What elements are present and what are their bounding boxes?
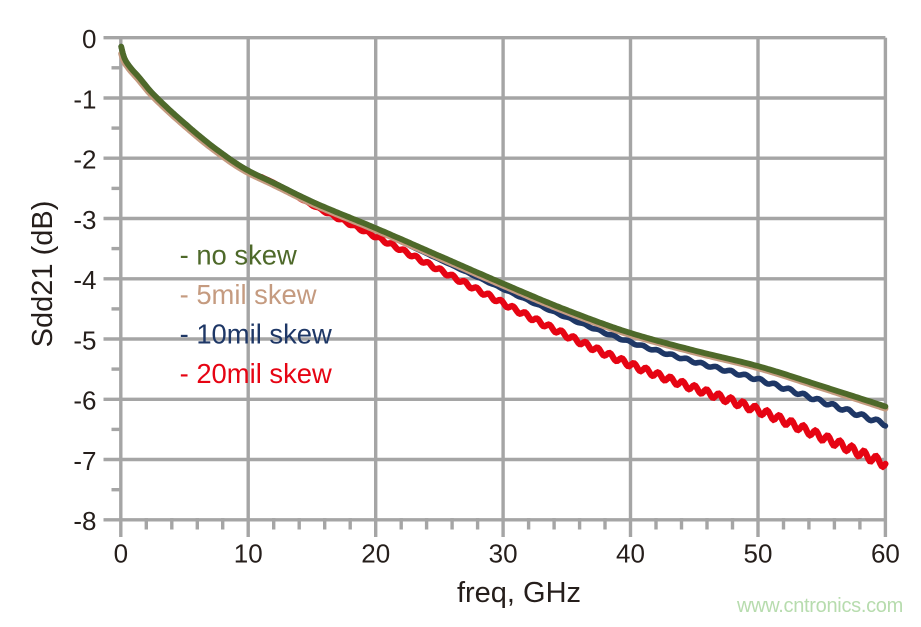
svg-text:20: 20: [361, 539, 390, 569]
svg-text:10: 10: [234, 539, 263, 569]
svg-text:-6: -6: [73, 386, 96, 416]
svg-text:30: 30: [489, 539, 518, 569]
svg-text:0: 0: [114, 539, 128, 569]
svg-text:- 10mil skew: - 10mil skew: [180, 318, 332, 349]
svg-text:-7: -7: [73, 446, 96, 476]
svg-text:40: 40: [616, 539, 645, 569]
svg-text:- no skew: - no skew: [180, 239, 297, 270]
svg-text:-4: -4: [73, 265, 96, 295]
svg-text:-5: -5: [73, 325, 96, 355]
svg-text:- 20mil skew: - 20mil skew: [180, 358, 332, 389]
svg-text:-2: -2: [73, 145, 96, 175]
svg-text:50: 50: [744, 539, 773, 569]
svg-text:- 5mil skew: - 5mil skew: [180, 279, 317, 310]
svg-text:-1: -1: [73, 84, 96, 114]
svg-text:freq, GHz: freq, GHz: [457, 577, 581, 609]
svg-text:-3: -3: [73, 205, 96, 235]
svg-text:-8: -8: [73, 506, 96, 536]
svg-text:www.cntronics.com: www.cntronics.com: [736, 595, 903, 617]
svg-text:0: 0: [82, 24, 96, 54]
svg-text:60: 60: [871, 539, 900, 569]
svg-text:Sdd21 (dB): Sdd21 (dB): [27, 201, 59, 348]
